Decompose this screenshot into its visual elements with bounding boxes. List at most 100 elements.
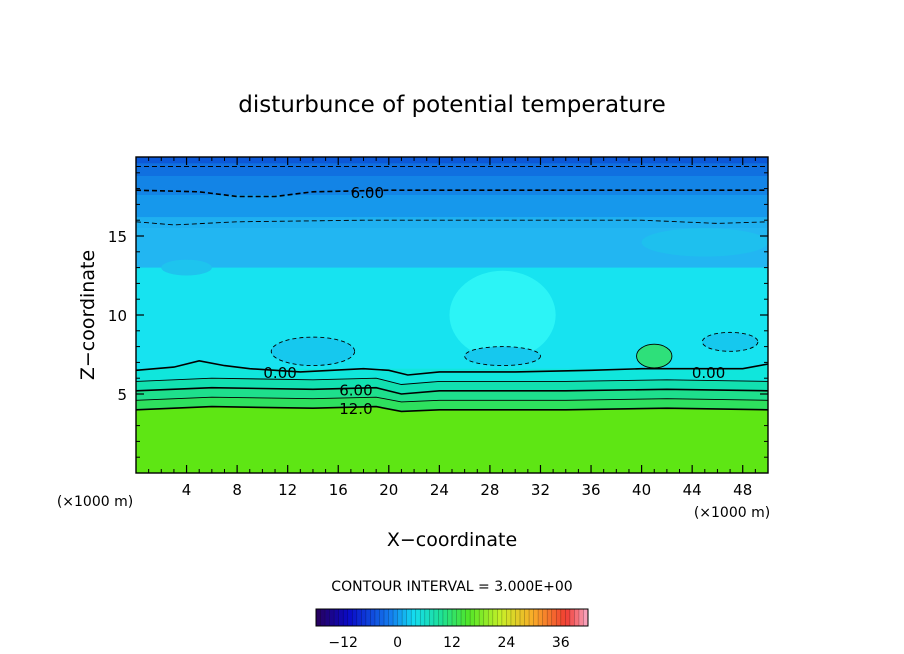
colorbar-frame [315, 608, 589, 627]
colorbar-swatch [393, 609, 398, 626]
y-tick-label: 5 [117, 386, 127, 404]
contour-blob [464, 346, 541, 367]
colorbar-swatch [334, 609, 339, 626]
contour-line [136, 405, 768, 413]
field-blob [636, 344, 672, 368]
x-axis-unit: (×1000 m) [694, 505, 770, 521]
colorbar-swatch [520, 609, 525, 626]
x-tick-label: 36 [581, 481, 600, 499]
contour-line [136, 386, 768, 395]
x-tick-label: 28 [480, 481, 499, 499]
field-blob [271, 337, 355, 366]
colorbar-swatch [492, 609, 498, 626]
y-tick-label: 10 [108, 307, 127, 325]
colorbar-swatch [433, 609, 439, 626]
colorbar-tick-label: 0 [393, 635, 402, 651]
colorbar-swatch [379, 609, 385, 626]
colorbar-swatch [497, 609, 503, 626]
colorbar-tick-label: −12 [328, 635, 358, 651]
colorbar [315, 608, 589, 627]
field-blob [641, 228, 768, 257]
y-axis-ticks: 5 10 15 [108, 172, 768, 458]
colorbar-swatch [415, 609, 421, 626]
x-tick-label: 4 [182, 481, 192, 499]
colorbar-swatch [361, 609, 367, 626]
colorbar-swatch [447, 609, 453, 626]
x-tick-label: 8 [232, 481, 242, 499]
colorbar-swatch [429, 609, 435, 626]
colorbar-swatch [420, 609, 426, 626]
contour-line [136, 189, 768, 198]
colorbar-swatch [515, 609, 521, 626]
y-axis-label: Z−coordinate [77, 250, 99, 380]
contour-label: 0.00 [263, 364, 296, 382]
x-tick-label: 44 [683, 481, 702, 499]
x-tick-label: 48 [733, 481, 752, 499]
colorbar-swatch [583, 609, 589, 626]
colorbar-swatch [547, 609, 553, 626]
colorbar-swatch [474, 609, 480, 626]
contour-line [136, 359, 768, 376]
colorbar-swatch [424, 609, 430, 626]
colorbar-swatch [397, 609, 403, 626]
colorbar-swatch [574, 609, 580, 626]
colorbar-tick-label: 12 [443, 635, 461, 651]
colorbar-swatch [565, 609, 571, 626]
colorbar-swatch [479, 609, 485, 626]
x-tick-label: 20 [379, 481, 398, 499]
colorbar-swatch [352, 609, 358, 626]
x-tick-label: 40 [632, 481, 651, 499]
x-tick-label: 12 [278, 481, 297, 499]
contour-label: 6.00 [351, 184, 384, 202]
field-band [136, 406, 768, 473]
colorbar-swatch [501, 609, 507, 626]
colorbar-swatch [465, 609, 471, 626]
colorbar-swatch [483, 609, 489, 626]
field-blob [449, 270, 556, 360]
colorbar-swatch [370, 609, 376, 626]
colorbar-swatch [316, 609, 321, 626]
field-blob [464, 346, 541, 366]
contour-line [136, 396, 768, 403]
colorbar-swatch [529, 609, 534, 626]
colorbar-swatch [402, 609, 407, 626]
colorbar-swatch [551, 609, 557, 626]
colorbar-swatch [338, 609, 344, 626]
field-blob [702, 332, 758, 352]
colorbar-swatch [406, 609, 412, 626]
colorbar-tick-label: 36 [552, 635, 570, 651]
colorbar-swatch [374, 609, 380, 626]
colorbar-tick-label: 24 [497, 635, 515, 651]
contour-lines [136, 166, 768, 413]
colorbar-swatch [510, 609, 516, 626]
field-blob [161, 259, 212, 276]
colorbar-swatch [578, 609, 584, 626]
contour-interval-label: CONTOUR INTERVAL = 3.000E+00 [331, 579, 572, 595]
colorbar-swatch [461, 609, 466, 626]
chart-title: disturbunce of potential temperature [238, 92, 666, 118]
colorbar-swatch [456, 609, 462, 626]
x-axis-label: X−coordinate [387, 529, 517, 551]
colorbar-swatch [506, 609, 512, 626]
colorbar-ticks: −12 0 12 24 36 [328, 635, 569, 651]
contour-blob [701, 331, 759, 352]
x-axis-ticks: 4 8 12 16 20 24 28 32 36 40 44 48 [148, 157, 756, 499]
contour-blob [270, 336, 356, 367]
heatmap-field [136, 157, 768, 473]
colorbar-swatch [533, 609, 539, 626]
x-tick-label: 32 [531, 481, 550, 499]
colorbar-swatch [524, 609, 530, 626]
contour-label: 12.0 [339, 400, 372, 418]
colorbar-swatch [343, 609, 349, 626]
colorbar-swatch [384, 609, 389, 626]
colorbar-swatch [560, 609, 566, 626]
colorbar-swatch [470, 609, 475, 626]
colorbar-swatch [538, 609, 543, 626]
colorbar-swatch [320, 609, 326, 626]
contour-label: 0.00 [692, 364, 725, 382]
y-axis-unit: (×1000 m) [57, 494, 133, 510]
colorbar-swatch [347, 609, 353, 626]
